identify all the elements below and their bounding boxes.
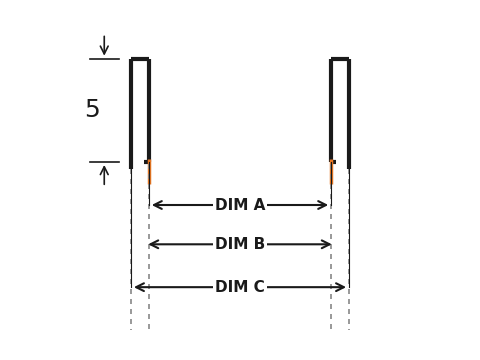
Text: DIM C: DIM C	[215, 280, 265, 295]
Text: DIM A: DIM A	[215, 198, 265, 212]
Text: DIM B: DIM B	[215, 237, 265, 252]
Text: 5: 5	[84, 98, 100, 122]
